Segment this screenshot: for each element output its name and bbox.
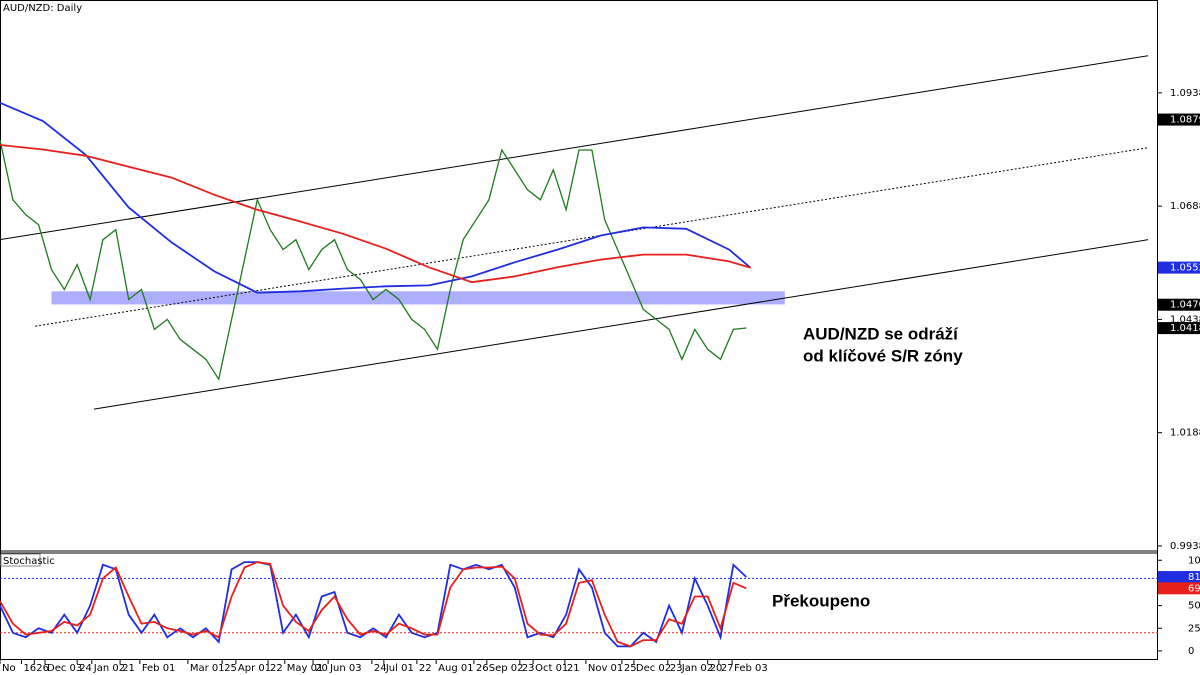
y-tick-label: 50: [1188, 601, 1200, 612]
series-line: [0, 144, 751, 284]
x-tick-label: Aug 01: [438, 663, 473, 674]
x-tick-label: Oct 01: [535, 663, 568, 674]
annotation: Překoupeno: [772, 591, 870, 610]
y-tick-label: 1.01880: [1170, 428, 1200, 439]
y-tick-label: 25: [1188, 623, 1200, 634]
annotation: od klíčové S/R zóny: [803, 346, 963, 365]
x-tick-label: 20: [315, 663, 328, 674]
x-tick-label: Dec 02: [636, 663, 671, 674]
title-box: [1, 1, 63, 14]
y-tick-label: 1.04380: [1170, 314, 1200, 325]
series-line: [0, 561, 747, 648]
y-tick-label: 0.99380: [1170, 541, 1200, 552]
x-tick-label: Jun 03: [329, 663, 362, 674]
price-tag-label: 81.50: [1188, 572, 1200, 583]
price-tag: [1158, 298, 1200, 311]
trendline: [0, 55, 1149, 241]
x-tick-label: Apr 01: [238, 663, 271, 674]
x-tick-label: 22: [419, 663, 432, 674]
x-tick-label: Dec 03: [47, 663, 82, 674]
y-tick-label: 1.06880: [1170, 201, 1200, 212]
x-tick-label: Sep 02: [489, 663, 524, 674]
price-tag-label: 1.08791: [1170, 115, 1200, 126]
x-tick-label: 21: [122, 663, 135, 674]
price-tag: [1158, 582, 1200, 595]
price-tag: [1158, 571, 1200, 584]
x-tick-label: Jul 01: [385, 663, 414, 674]
price-tag-label: 69.05: [1188, 583, 1200, 594]
series-line: [0, 561, 747, 648]
x-tick-label: No: [2, 663, 16, 674]
y-tick-label: 100: [1188, 555, 1200, 566]
x-tick-label: 25: [224, 663, 237, 674]
frame: [0, 0, 1158, 660]
x-tick-label: Mar 01: [190, 663, 225, 674]
x-tick-label: 23: [670, 663, 683, 674]
price-tag: [1158, 322, 1200, 335]
x-tick-label: Feb 01: [142, 663, 176, 674]
x-tick-label: 22: [270, 663, 283, 674]
x-tick-label: 16: [23, 663, 36, 674]
x-tick-label: 25: [624, 663, 637, 674]
x-tick-label: 21: [567, 663, 580, 674]
panel-title: Stochastic: [3, 556, 55, 567]
price-tag-label: 1.04188: [1170, 323, 1200, 334]
series-line: [0, 101, 752, 294]
x-tick-label: 27: [721, 663, 734, 674]
x-tick-label: Jan 02: [681, 663, 713, 674]
price-tag: [1158, 113, 1200, 126]
x-tick-label: 20: [710, 663, 723, 674]
x-tick-label: Nov 01: [588, 663, 623, 674]
chart-title: AUD/NZD: Daily: [3, 3, 82, 14]
x-tick-label: 24: [79, 663, 92, 674]
x-tick-label: 26: [36, 663, 49, 674]
series-line: [0, 139, 747, 381]
x-tick-label: Jan 02: [93, 663, 125, 674]
x-tick-label: 26: [476, 663, 489, 674]
x-tick-label: 23: [522, 663, 535, 674]
price-tag-label: 1.04704: [1170, 300, 1200, 311]
y-tick-label: 1.09380: [1170, 88, 1200, 99]
price-tag: [1158, 261, 1200, 274]
sr-zone: [51, 291, 785, 305]
x-tick-label: May 01: [287, 663, 324, 674]
panel-title-box: [0, 553, 41, 567]
price-tag-label: 1.05523: [1170, 263, 1200, 274]
x-tick-label: Feb 03: [734, 663, 768, 674]
annotation: AUD/NZD se odráží: [803, 324, 959, 343]
x-tick-label: 24: [374, 663, 387, 674]
trendline: [93, 239, 1149, 410]
y-tick-label: 0: [1188, 646, 1194, 657]
